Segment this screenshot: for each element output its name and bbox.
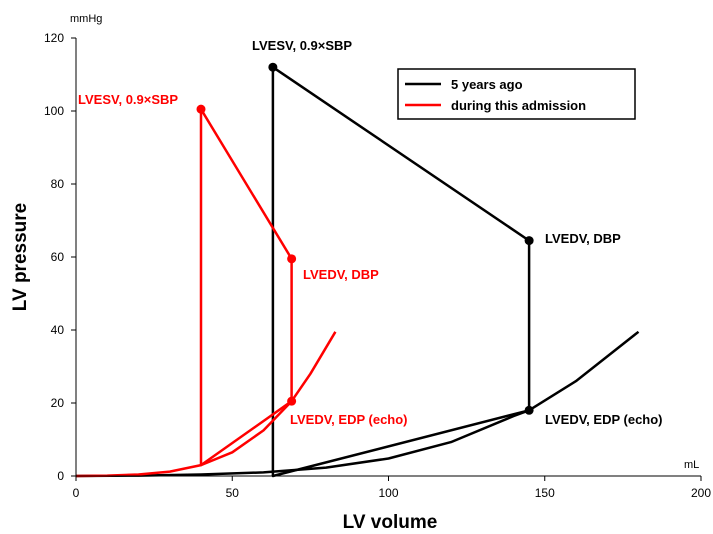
point-annotations: LVESV, 0.9×SBP LVEDV, DBP LVEDV, EDP (ec…: [78, 38, 663, 427]
y-tick-label: 60: [51, 250, 65, 264]
y-tick-label: 0: [57, 469, 64, 483]
y-tick-label: 20: [51, 396, 65, 410]
legend-label-5-years-ago: 5 years ago: [451, 77, 523, 92]
x-ticks: 0 50 100 150 200: [73, 476, 711, 500]
data-point-five-years-ago: [524, 405, 534, 415]
y-ticks: 0 20 40 60 80 100 120: [44, 31, 76, 483]
old-lvesv-label: LVESV, 0.9×SBP: [252, 38, 352, 53]
x-axis-title: LV volume: [343, 512, 438, 533]
x-tick-label: 200: [691, 486, 711, 500]
data-point-this-admission: [287, 254, 297, 264]
y-axis-title: LV pressure: [10, 203, 31, 311]
new-lvedv-edp-label: LVEDV, EDP (echo): [290, 412, 408, 427]
series-five-years-ago: [75, 62, 640, 478]
old-lvedv-edp-label: LVEDV, EDP (echo): [545, 412, 663, 427]
plot-area: [75, 62, 640, 478]
x-tick-label: 0: [73, 486, 80, 500]
x-tick-label: 100: [378, 486, 398, 500]
axes: 0 50 100 150 200 0 20 40 60 80 100 120 mmHg mL LV …: [10, 13, 711, 533]
x-tick-label: 150: [535, 486, 555, 500]
legend-label-this-admission: during this admission: [451, 98, 586, 113]
legend-box: [397, 68, 636, 120]
data-point-this-admission: [196, 104, 206, 114]
y-tick-label: 120: [44, 31, 64, 45]
y-tick-label: 80: [51, 177, 65, 191]
legend: 5 years ago during this admission: [397, 68, 636, 120]
x-unit-label: mL: [684, 459, 699, 471]
data-point-five-years-ago: [524, 236, 534, 246]
new-lvesv-label: LVESV, 0.9×SBP: [78, 92, 178, 107]
y-tick-label: 40: [51, 323, 65, 337]
series-this-admission: [75, 104, 337, 478]
data-point-five-years-ago: [268, 62, 278, 72]
data-point-this-admission: [287, 396, 297, 406]
pv-loop-this-admission: [199, 108, 293, 467]
old-lvedv-dbp-label: LVEDV, DBP: [545, 231, 621, 246]
new-lvedv-dbp-label: LVEDV, DBP: [303, 267, 379, 282]
edpvr-curve-this-admission: [75, 331, 337, 478]
y-tick-label: 100: [44, 104, 64, 118]
x-tick-label: 50: [226, 486, 240, 500]
edpvr-curve-five-years-ago: [75, 330, 640, 478]
y-unit-label: mmHg: [70, 13, 102, 25]
